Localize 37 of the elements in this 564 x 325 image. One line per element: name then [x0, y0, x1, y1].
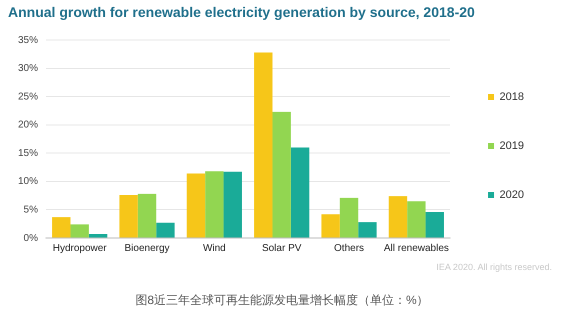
legend-label: 2018 — [500, 91, 524, 104]
bar — [254, 52, 272, 238]
bar — [358, 222, 377, 238]
bar — [70, 224, 89, 238]
bar — [290, 147, 310, 238]
bar — [88, 234, 108, 238]
x-tick-label: Bioenergy — [124, 242, 170, 254]
caption: 图8近三年全球可再生能源发电量增长幅度（单位：%） — [134, 292, 430, 309]
x-tick-label: Hydropower — [52, 242, 108, 254]
y-tick-label: 25% — [18, 91, 38, 102]
y-tick-label: 35% — [18, 34, 38, 46]
bar — [138, 194, 156, 238]
bar — [272, 112, 291, 238]
legend-label: 2019 — [500, 140, 524, 152]
bar — [407, 201, 426, 238]
y-tick-label: 10% — [18, 176, 38, 188]
bar — [321, 214, 340, 238]
bar — [388, 196, 408, 238]
y-tick-label: 15% — [18, 148, 38, 159]
bar — [224, 172, 242, 238]
y-tick-label: 30% — [18, 63, 38, 74]
bar — [205, 171, 224, 238]
x-tick-label: Others — [334, 242, 364, 254]
legend-label: 2020 — [500, 189, 524, 202]
bar — [186, 174, 206, 238]
y-tick-label: 5% — [24, 204, 38, 216]
x-tick-label: Solar PV — [262, 242, 302, 254]
y-tick-label: 20% — [18, 120, 38, 131]
x-tick-label: Wind — [202, 242, 226, 254]
bar — [426, 212, 444, 238]
x-tick-label: All renewables — [384, 242, 449, 254]
y-tick-label: 0% — [24, 232, 38, 244]
bar — [156, 222, 175, 238]
bar — [119, 195, 138, 238]
bar — [340, 198, 358, 238]
chart-title: Annual growth for renewable electricity generation by source, 2018-20 — [8, 4, 475, 20]
bar — [52, 217, 70, 238]
